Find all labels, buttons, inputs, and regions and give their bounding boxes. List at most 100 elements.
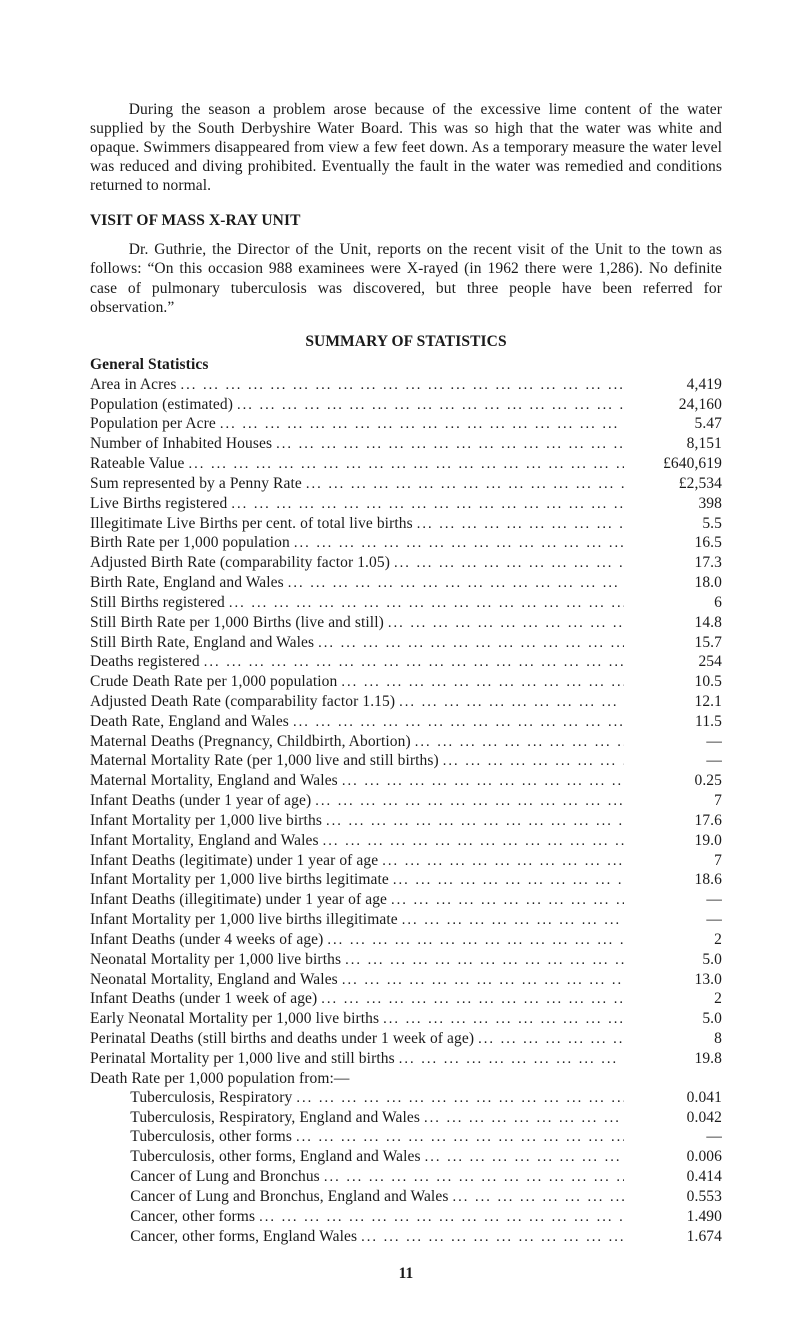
stat-row: Infant Deaths (under 1 week of age)2 [90,989,722,1009]
stat-label: Population per Acre [90,414,216,433]
stat-value: 6 [624,593,722,612]
stat-row: Illegitimate Live Births per cent. of to… [90,514,722,534]
stat-row: Infant Deaths (legitimate) under 1 year … [90,851,722,871]
stat-label: Maternal Mortality, England and Wales [90,771,338,790]
stat-row: Tuberculosis, other forms, England and W… [90,1147,722,1167]
leader-dots [338,972,624,990]
stat-row: Infant Deaths (under 4 weeks of age) 2 [90,930,722,950]
leader-dots [272,436,624,454]
general-statistics-heading: General Statistics [90,355,722,374]
stat-label: Maternal Mortality Rate (per 1,000 live … [90,751,439,770]
stat-value: 0.553 [624,1187,722,1206]
leader-dots [227,496,624,514]
stat-row: Cancer of Lung and Bronchus0.414 [90,1167,722,1187]
stat-value: 5.47 [624,414,722,433]
stat-value: 2 [624,930,722,949]
stat-label: Cancer, other forms, England Wales [130,1227,357,1246]
stat-row: Tuberculosis, Respiratory 0.041 [90,1088,722,1108]
leader-dots [225,595,624,613]
leader-dots [474,1031,624,1049]
stat-row: Maternal Mortality Rate (per 1,000 live … [90,751,722,771]
stat-row: Still Birth Rate, England and Wales15.7 [90,633,722,653]
death-rate-intro-row: Death Rate per 1,000 population from:— [90,1069,722,1088]
stat-row: Rateable Value£640,619 [90,454,722,474]
leader-dots [413,516,624,534]
stat-label: Still Birth Rate, England and Wales [90,633,314,652]
stat-value: 19.0 [624,831,722,850]
stat-row: Perinatal Mortality per 1,000 live and s… [90,1049,722,1069]
stat-row: Infant Deaths (under 1 year of age)7 [90,791,722,811]
stat-value: 0.041 [624,1088,722,1107]
stat-row: Live Births registered398 [90,494,722,514]
stat-label: Maternal Deaths (Pregnancy, Childbirth, … [90,732,411,751]
stat-label: Infant Deaths (illegitimate) under 1 yea… [90,890,387,909]
stat-row: Number of Inhabited Houses8,151 [90,434,722,454]
leader-dots [337,674,624,692]
leader-dots [395,1051,624,1069]
stat-row: Still Birth Rate per 1,000 Births (live … [90,613,722,633]
stat-value: 14.8 [624,613,722,632]
stat-row: Deaths registered254 [90,652,722,672]
stat-row: Infant Mortality per 1,000 live births17… [90,811,722,831]
stat-label: Infant Deaths (under 1 week of age) [90,989,317,1008]
stat-label: Number of Inhabited Houses [90,434,272,453]
stat-label: Tuberculosis, Respiratory [130,1088,292,1107]
stat-row: Death Rate, England and Wales 11.5 [90,712,722,732]
stat-row: Infant Deaths (illegitimate) under 1 yea… [90,890,722,910]
leader-dots [292,1090,624,1108]
leader-dots [387,892,624,910]
stat-label: Birth Rate, England and Wales [90,573,284,592]
stat-row: Cancer, other forms, England Wales1.674 [90,1227,722,1247]
leader-dots [379,1011,624,1029]
leader-dots [439,753,624,771]
stat-label: Death Rate, England and Wales [90,712,289,731]
stat-row: Tuberculosis, Respiratory, England and W… [90,1108,722,1128]
stat-value: £640,619 [624,454,722,473]
death-rate-intro-label: Death Rate per 1,000 population from:— [90,1069,350,1088]
death-rate-sublist: Tuberculosis, Respiratory0.041Tuberculos… [90,1088,722,1247]
leader-dots [177,377,624,395]
leader-dots [302,476,624,494]
stat-row: Birth Rate, England and Wales18.0 [90,573,722,593]
stat-value: 11.5 [624,712,722,731]
stat-label: Cancer of Lung and Bronchus, England and… [130,1187,448,1206]
stat-label: Infant Mortality per 1,000 live births i… [90,910,398,929]
stat-label: Infant Mortality, England and Wales [90,831,319,850]
leader-dots [233,397,624,415]
leader-dots [341,952,624,970]
stat-row: Adjusted Death Rate (comparability facto… [90,692,722,712]
stat-value: 7 [624,851,722,870]
stat-value: 5.5 [624,514,722,533]
leader-dots [314,635,624,653]
stat-label: Adjusted Death Rate (comparability facto… [90,692,395,711]
leader-dots [398,912,624,930]
stat-value: 4,419 [624,375,722,394]
statistics-list: Area in Acres4,419Population (estimated)… [90,375,722,1069]
stat-label: Population (estimated) [90,395,233,414]
visit-heading: VISIT OF MASS X-RAY UNIT [90,211,722,230]
stat-row: Birth Rate per 1,000 population16.5 [90,533,722,553]
stat-value: 1.490 [624,1207,722,1226]
stat-value: — [624,751,722,770]
stat-value: — [624,1127,722,1146]
stat-label: Birth Rate per 1,000 population [90,533,290,552]
stat-value: 19.8 [624,1049,722,1068]
intro-paragraph: During the season a problem arose becaus… [90,100,722,195]
leader-dots [292,1129,624,1147]
leader-dots [390,555,624,573]
stat-row: Neonatal Mortality, England and Wales13.… [90,970,722,990]
page-number: 11 [90,1264,722,1283]
stat-value: 18.6 [624,870,722,889]
leader-dots [320,1169,624,1187]
stat-label: Neonatal Mortality, England and Wales [90,970,338,989]
leader-dots [357,1229,624,1247]
leader-dots [317,991,624,1009]
stat-label: Perinatal Mortality per 1,000 live and s… [90,1049,395,1068]
stat-value: 24,160 [624,395,722,414]
stat-label: Still Birth Rate per 1,000 Births (live … [90,613,384,632]
stat-label: Infant Mortality per 1,000 live births l… [90,870,389,889]
leader-dots [255,1209,624,1227]
visit-paragraph: Dr. Guthrie, the Director of the Unit, r… [90,240,722,316]
stat-value: 7 [624,791,722,810]
stat-label: Infant Deaths (under 4 weeks of age) [90,930,323,949]
